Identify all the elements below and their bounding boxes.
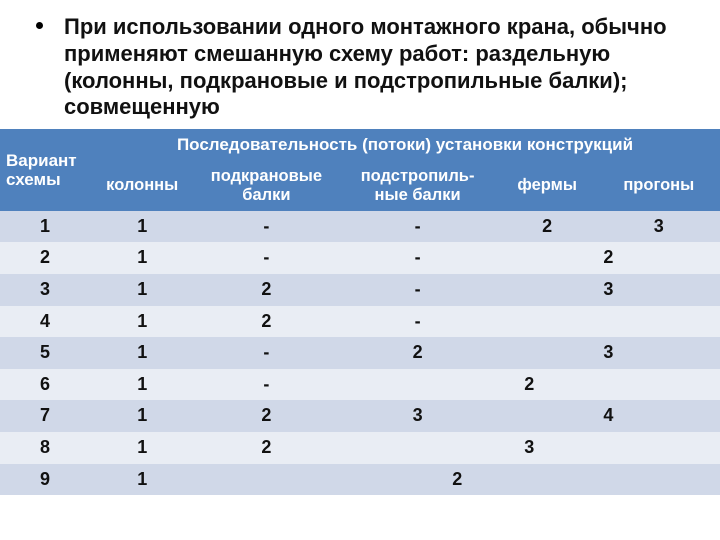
data-cell: 3 [338,400,496,432]
data-cell: 1 [90,274,194,306]
data-cell: - [338,242,496,274]
col-c2-header: подкрановые балки [194,161,338,211]
data-cell: 3 [598,211,720,243]
data-cell: 2 [338,337,496,369]
table-row: 312-3 [0,274,720,306]
data-cell: - [194,242,338,274]
table-row: 21--2 [0,242,720,274]
col-group-header: Последовательность (потоки) установки ко… [90,129,720,161]
variant-cell: 6 [0,369,90,401]
data-cell: 2 [194,464,720,496]
bullet-dot-icon [36,22,43,29]
variant-cell: 8 [0,432,90,464]
data-cell: 3 [497,337,720,369]
table-row: 61-2 [0,369,720,401]
variant-cell: 7 [0,400,90,432]
variant-cell: 5 [0,337,90,369]
data-cell: 2 [194,400,338,432]
table-row: 412- [0,306,720,338]
data-cell: - [338,274,496,306]
data-cell: 2 [194,306,338,338]
col-c3-header: подстропиль-ные балки [338,161,496,211]
table-row: 11--23 [0,211,720,243]
data-cell: 1 [90,369,194,401]
variant-cell: 2 [0,242,90,274]
data-cell: 3 [338,432,720,464]
data-cell: 4 [497,400,720,432]
data-cell: 2 [194,274,338,306]
sequence-table-wrap: Вариант схемы Последовательность (потоки… [0,129,720,495]
col-c5-header: прогоны [598,161,720,211]
data-cell: 2 [497,211,598,243]
variant-cell: 9 [0,464,90,496]
data-cell: 1 [90,432,194,464]
data-cell: 1 [90,464,194,496]
table-row: 71234 [0,400,720,432]
table-row: 912 [0,464,720,496]
data-cell: 1 [90,242,194,274]
variant-cell: 4 [0,306,90,338]
data-cell: 1 [90,400,194,432]
data-cell: 1 [90,211,194,243]
col-c1-header: колонны [90,161,194,211]
data-cell: 2 [497,242,720,274]
data-cell [497,306,720,338]
table-row: 51-23 [0,337,720,369]
variant-cell: 1 [0,211,90,243]
table-body: 11--2321--2312-3412-51-2361-271234812391… [0,211,720,495]
data-cell: - [338,211,496,243]
col-variant-header: Вариант схемы [0,129,90,210]
data-cell: 1 [90,306,194,338]
data-cell: 1 [90,337,194,369]
table-row: 8123 [0,432,720,464]
variant-cell: 3 [0,274,90,306]
data-cell: - [194,337,338,369]
data-cell: 2 [194,432,338,464]
sequence-table: Вариант схемы Последовательность (потоки… [0,129,720,495]
bullet-block: При использовании одного монтажного кран… [0,0,720,129]
data-cell: - [194,369,338,401]
data-cell: - [338,306,496,338]
data-cell: - [194,211,338,243]
bullet-text: При использовании одного монтажного кран… [64,14,690,121]
data-cell: 2 [338,369,720,401]
col-c4-header: фермы [497,161,598,211]
table-head: Вариант схемы Последовательность (потоки… [0,129,720,210]
data-cell: 3 [497,274,720,306]
